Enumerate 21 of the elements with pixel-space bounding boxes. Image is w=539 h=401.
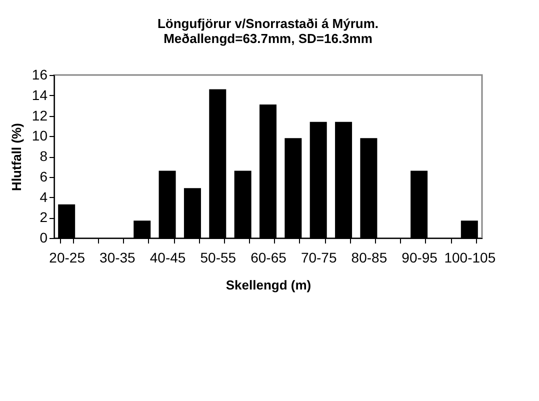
y-tick-label: 12 [32, 107, 48, 124]
x-tick-label: 70-75 [300, 250, 337, 266]
x-tick-label: 50-55 [200, 250, 236, 266]
x-tick-label: 30-35 [100, 250, 136, 266]
x-axis-title: Skellengd (m) [226, 278, 312, 292]
x-tick-label: 40-45 [150, 250, 186, 266]
x-tick-label: 20-25 [49, 250, 86, 266]
y-tick-label: 0 [40, 230, 48, 246]
y-axis-title: Hlutfall (%) [8, 123, 24, 191]
y-tick-label: 2 [40, 209, 48, 226]
x-tick-label: 80-85 [351, 250, 388, 266]
x-tick-label: 90-95 [402, 250, 438, 266]
x-tick-label: 60-65 [250, 250, 287, 266]
y-tick-label: 6 [40, 168, 48, 184]
x-tick-label: 100-105 [444, 250, 496, 266]
y-tick-label: 10 [32, 128, 48, 144]
y-tick-label: 8 [40, 148, 48, 164]
y-tick-label: 16 [32, 66, 48, 82]
chart-title: Löngufjörur v/Snorrastaði á Mýrum. Meðallengd=63.7mm, SD=16.3mm [157, 16, 379, 46]
y-tick-label: 14 [32, 86, 48, 103]
y-tick-label: 4 [40, 188, 48, 205]
